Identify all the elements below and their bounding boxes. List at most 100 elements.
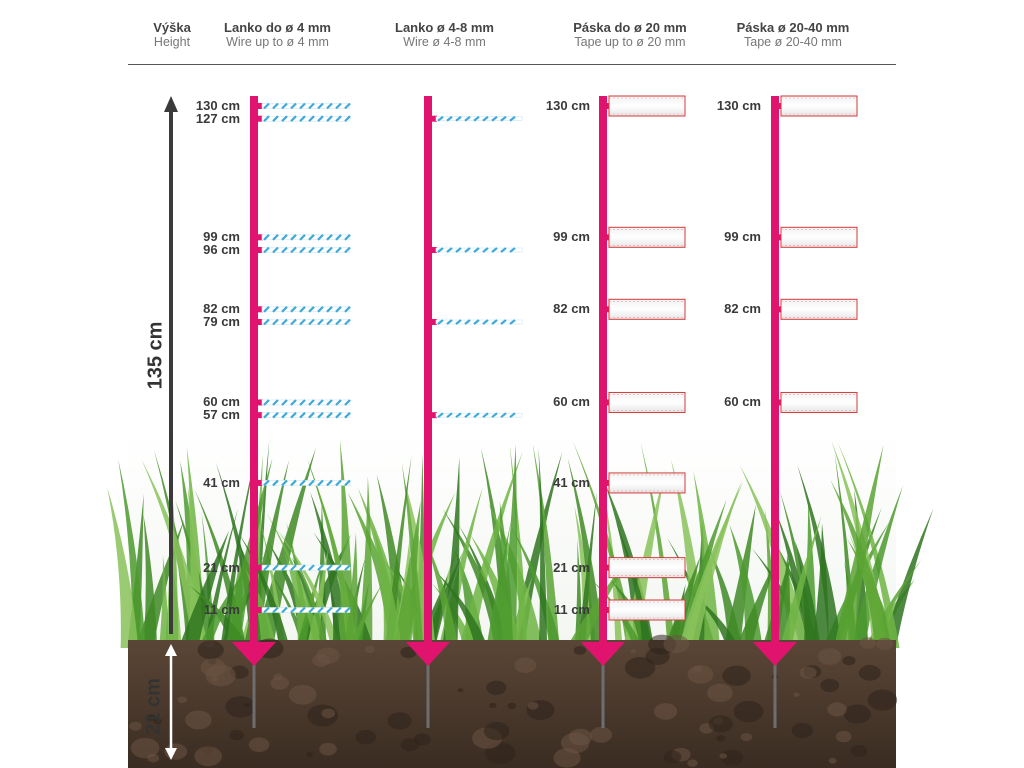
wire-strand [261,115,351,122]
wire-twist [290,102,297,110]
wire-twist [317,606,324,614]
wire-twist [335,246,342,254]
wire-twist [290,411,297,419]
posts [232,95,858,728]
grass-blade [141,460,209,648]
wire-strand [261,247,351,253]
height-label: 82 cm [203,301,240,317]
soil-clod [590,726,613,743]
wire-strand [261,103,351,109]
header-wire-4-8mm: Lanko ø 4-8 mm Wire ø 4-8 mm [382,20,507,50]
soil-clod [130,737,160,759]
soil-clod [722,665,751,686]
soil-clod [483,721,510,741]
grass-blade [833,445,884,648]
soil-clod [843,704,871,724]
wire-twist [335,564,342,571]
wire-twist [272,606,279,614]
height-label: 57 cm [203,407,240,423]
grass-blade [344,532,358,648]
post-body [771,96,779,648]
height-label: 99 cm [203,229,240,245]
wire-twist [500,319,507,325]
post-step [753,642,797,666]
soil-clod [858,665,881,681]
wire-twist [464,412,471,419]
tape-strip [608,472,686,494]
wire-twist [272,399,279,406]
grass-blade [686,588,740,648]
post-hook [258,247,263,253]
wire-twist [446,319,453,325]
grass-blade [238,533,290,648]
grass-blade [118,459,146,648]
post-body [250,96,258,648]
wire-twist [437,247,444,253]
above-ground-dimension-label: 135 cm [144,321,167,390]
wire-twist [272,306,279,313]
wire-twist [290,246,297,254]
wire-twist [491,319,498,325]
wire-twist [317,399,324,406]
wire-twist [272,102,279,110]
height-label: 11 cm [553,602,590,617]
soil-clod [489,702,497,709]
grass-blade [222,457,273,648]
wire-twist [263,564,270,571]
grass-blade [794,540,821,648]
wire-twist [509,319,516,325]
soil-clod [692,665,703,673]
soil-clod [355,729,377,745]
soil-clod [720,749,744,766]
wire-twist [290,306,297,313]
grass-blade [392,500,421,648]
soil-clod [211,676,219,682]
grass-blade [276,528,341,648]
dimension-arrows [164,96,178,760]
wire-strand [261,607,351,613]
header-wire-4mm: Lanko do ø 4 mm Wire up to ø 4 mm [215,20,340,50]
wire-twist [317,234,324,241]
tape-strip [608,557,686,579]
below-ground-arrow-head-top [165,644,177,656]
header-height: Výška Height [132,20,212,50]
wire-twist [317,115,324,122]
wire-twist [290,564,297,571]
grass-blade [797,465,842,648]
header-title: Lanko ø 4-8 mm [395,20,494,35]
wire-twist [317,306,324,313]
soil-clod [719,753,728,759]
post-body [424,96,432,648]
post-step [232,642,276,666]
soil-clod [316,647,340,664]
wire-twist [272,411,279,419]
grass-blade [309,463,358,648]
wire-twist [263,411,270,419]
below-ground-arrow-head-bottom [165,748,177,760]
soil-clod [321,708,336,719]
wire-twist [500,115,507,122]
wire-twist [455,247,462,253]
soil-clod [859,637,876,649]
soil-clod [835,730,852,743]
wire-twist [446,115,453,122]
wire-twist [299,318,306,326]
grass-blade [203,508,239,648]
soil-clod [793,692,800,697]
wire-twist [308,564,315,571]
soil-clod [527,701,539,710]
ground-spike [773,648,777,728]
grass-blade [159,555,169,648]
soil-clod [707,683,733,703]
grass-blade [264,564,308,648]
wire-twist [455,319,462,325]
wire-twist [290,399,297,406]
wire-twist [299,306,306,313]
wire-twist [437,115,444,122]
soil-clod [716,735,726,742]
wire-twist [437,319,444,325]
post-hook [258,564,263,571]
header-subtitle: Wire ø 4-8 mm [403,35,486,49]
wire-twist [344,399,351,406]
wire-twist [326,479,333,487]
